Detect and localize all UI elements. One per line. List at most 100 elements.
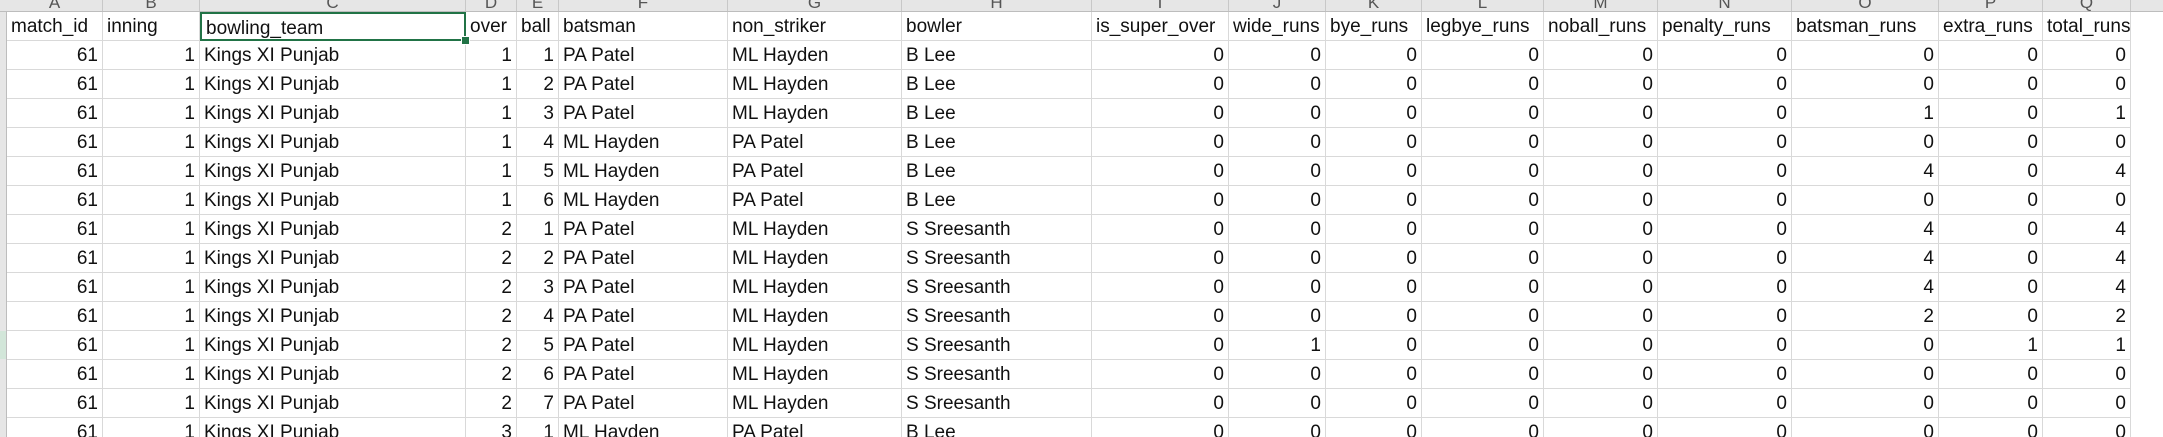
cell-match-id[interactable]: 61	[7, 157, 103, 186]
cell-bowling-team[interactable]: Kings XI Punjab	[200, 215, 466, 244]
header-cell-extra-runs[interactable]: extra_runs	[1939, 12, 2043, 41]
cell-bowling-team[interactable]: Kings XI Punjab	[200, 70, 466, 99]
cell-wide-runs[interactable]: 0	[1229, 302, 1326, 331]
cell-penalty-runs[interactable]: 0	[1658, 244, 1792, 273]
column-header-i[interactable]: I	[1092, 0, 1229, 11]
cell-bye-runs[interactable]: 0	[1326, 273, 1422, 302]
cell-legbye-runs[interactable]: 0	[1422, 41, 1544, 70]
cell-bowling-team[interactable]: Kings XI Punjab	[200, 302, 466, 331]
cell-penalty-runs[interactable]: 0	[1658, 302, 1792, 331]
cell-bowling-team[interactable]: Kings XI Punjab	[200, 418, 466, 437]
cell-bye-runs[interactable]: 0	[1326, 302, 1422, 331]
cell-wide-runs[interactable]: 0	[1229, 360, 1326, 389]
cell-batsman[interactable]: PA Patel	[559, 99, 728, 128]
cell-over[interactable]: 2	[466, 244, 517, 273]
cell-noball-runs[interactable]: 0	[1544, 157, 1658, 186]
column-header-c[interactable]: C	[200, 0, 466, 11]
column-header-k[interactable]: K	[1326, 0, 1422, 11]
cell-non-striker[interactable]: ML Hayden	[728, 389, 902, 418]
cell-match-id[interactable]: 61	[7, 41, 103, 70]
cell-ball[interactable]: 1	[517, 41, 559, 70]
cell-batsman[interactable]: PA Patel	[559, 41, 728, 70]
cell-bowler[interactable]: B Lee	[902, 128, 1092, 157]
cell-wide-runs[interactable]: 0	[1229, 128, 1326, 157]
cell-is-super-over[interactable]: 0	[1092, 360, 1229, 389]
header-cell-bye-runs[interactable]: bye_runs	[1326, 12, 1422, 41]
cell-ball[interactable]: 7	[517, 389, 559, 418]
cell-ball[interactable]: 4	[517, 128, 559, 157]
cell-noball-runs[interactable]: 0	[1544, 418, 1658, 437]
cell-bowling-team[interactable]: Kings XI Punjab	[200, 244, 466, 273]
cell-is-super-over[interactable]: 0	[1092, 389, 1229, 418]
row-header-highlight[interactable]	[0, 331, 6, 359]
cell-ball[interactable]: 5	[517, 157, 559, 186]
cell-match-id[interactable]: 61	[7, 99, 103, 128]
cell-is-super-over[interactable]: 0	[1092, 70, 1229, 99]
cell-is-super-over[interactable]: 0	[1092, 273, 1229, 302]
header-cell-legbye-runs[interactable]: legbye_runs	[1422, 12, 1544, 41]
cell-over[interactable]: 3	[466, 418, 517, 437]
cell-ball[interactable]: 6	[517, 360, 559, 389]
cell-wide-runs[interactable]: 0	[1229, 186, 1326, 215]
cell-legbye-runs[interactable]: 0	[1422, 157, 1544, 186]
cell-extra-runs[interactable]: 0	[1939, 244, 2043, 273]
cell-match-id[interactable]: 61	[7, 128, 103, 157]
cell-extra-runs[interactable]: 0	[1939, 360, 2043, 389]
cell-is-super-over[interactable]: 0	[1092, 41, 1229, 70]
cell-inning[interactable]: 1	[103, 331, 200, 360]
column-header-j[interactable]: J	[1229, 0, 1326, 11]
cell-bye-runs[interactable]: 0	[1326, 418, 1422, 437]
cell-wide-runs[interactable]: 0	[1229, 70, 1326, 99]
cell-wide-runs[interactable]: 0	[1229, 389, 1326, 418]
header-cell-batsman[interactable]: batsman	[559, 12, 728, 41]
header-cell-over[interactable]: over	[466, 12, 517, 41]
cell-non-striker[interactable]: PA Patel	[728, 157, 902, 186]
cell-inning[interactable]: 1	[103, 418, 200, 437]
cell-ball[interactable]: 6	[517, 186, 559, 215]
cell-legbye-runs[interactable]: 0	[1422, 70, 1544, 99]
cell-penalty-runs[interactable]: 0	[1658, 128, 1792, 157]
cell-bowler[interactable]: B Lee	[902, 157, 1092, 186]
cell-batsman-runs[interactable]: 0	[1792, 128, 1939, 157]
cell-noball-runs[interactable]: 0	[1544, 389, 1658, 418]
cell-penalty-runs[interactable]: 0	[1658, 389, 1792, 418]
cell-total-runs[interactable]: 2	[2043, 302, 2131, 331]
cell-match-id[interactable]: 61	[7, 418, 103, 437]
cell-batsman-runs[interactable]: 0	[1792, 41, 1939, 70]
cell-match-id[interactable]: 61	[7, 302, 103, 331]
cell-is-super-over[interactable]: 0	[1092, 128, 1229, 157]
cell-bowler[interactable]: S Sreesanth	[902, 244, 1092, 273]
cell-match-id[interactable]: 61	[7, 273, 103, 302]
selected-cell-bowling-team[interactable]: bowling_team	[200, 12, 466, 41]
cell-noball-runs[interactable]: 0	[1544, 99, 1658, 128]
cell-extra-runs[interactable]: 0	[1939, 70, 2043, 99]
cell-legbye-runs[interactable]: 0	[1422, 302, 1544, 331]
cell-penalty-runs[interactable]: 0	[1658, 418, 1792, 437]
header-cell-bowler[interactable]: bowler	[902, 12, 1092, 41]
cell-is-super-over[interactable]: 0	[1092, 418, 1229, 437]
cell-inning[interactable]: 1	[103, 389, 200, 418]
cell-over[interactable]: 2	[466, 215, 517, 244]
cell-batsman-runs[interactable]: 2	[1792, 302, 1939, 331]
cell-inning[interactable]: 1	[103, 215, 200, 244]
cell-is-super-over[interactable]: 0	[1092, 186, 1229, 215]
cell-noball-runs[interactable]: 0	[1544, 302, 1658, 331]
cell-over[interactable]: 2	[466, 273, 517, 302]
cell-batsman-runs[interactable]: 0	[1792, 418, 1939, 437]
cell-noball-runs[interactable]: 0	[1544, 331, 1658, 360]
cell-bye-runs[interactable]: 0	[1326, 99, 1422, 128]
cell-bowler[interactable]: S Sreesanth	[902, 360, 1092, 389]
cell-is-super-over[interactable]: 0	[1092, 244, 1229, 273]
cell-non-striker[interactable]: ML Hayden	[728, 70, 902, 99]
cell-inning[interactable]: 1	[103, 302, 200, 331]
cell-batsman[interactable]: PA Patel	[559, 331, 728, 360]
cell-legbye-runs[interactable]: 0	[1422, 99, 1544, 128]
cell-is-super-over[interactable]: 0	[1092, 99, 1229, 128]
cell-non-striker[interactable]: ML Hayden	[728, 215, 902, 244]
cell-wide-runs[interactable]: 0	[1229, 157, 1326, 186]
cell-bye-runs[interactable]: 0	[1326, 70, 1422, 99]
cell-wide-runs[interactable]: 0	[1229, 41, 1326, 70]
cell-total-runs[interactable]: 0	[2043, 389, 2131, 418]
cell-batsman-runs[interactable]: 0	[1792, 389, 1939, 418]
cell-batsman[interactable]: PA Patel	[559, 244, 728, 273]
